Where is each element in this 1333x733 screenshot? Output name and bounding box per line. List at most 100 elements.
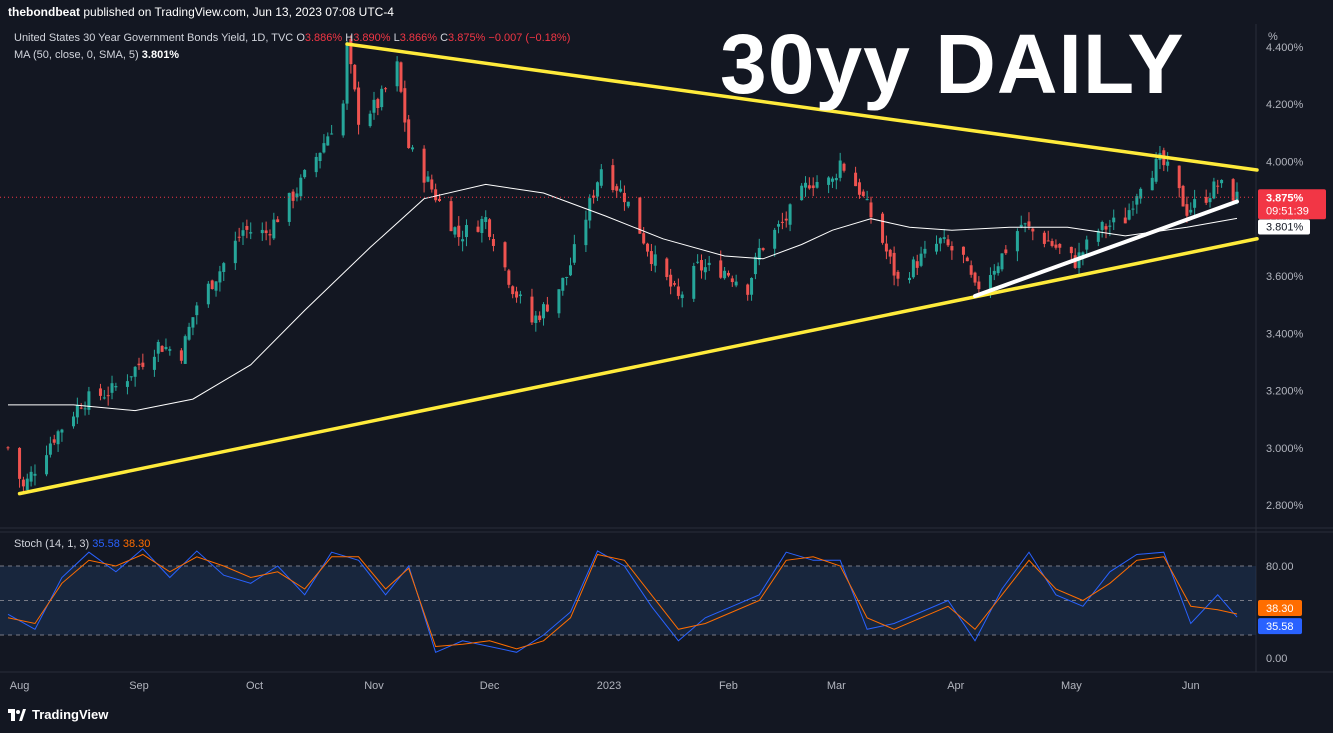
- candle-body: [800, 185, 804, 201]
- unit-label: %: [1268, 31, 1278, 43]
- candle-body: [719, 260, 723, 278]
- ma-price-value: 3.801%: [1266, 221, 1304, 233]
- candle-body: [133, 366, 137, 377]
- footer-brand[interactable]: TradingView: [32, 707, 109, 722]
- y-tick-label: 2.800%: [1266, 500, 1304, 512]
- candle-body: [503, 242, 507, 268]
- candle-body: [807, 185, 811, 189]
- y-tick-label: 3.400%: [1266, 328, 1304, 340]
- candle-body: [52, 439, 56, 443]
- candle-body: [303, 169, 307, 178]
- candle-body: [757, 247, 761, 260]
- footer: TradingView: [8, 707, 108, 722]
- candle-body: [349, 39, 353, 65]
- stoch-d-tag: [1258, 599, 1302, 616]
- candle-body: [1154, 158, 1158, 182]
- candle-body: [592, 195, 596, 198]
- candle-body: [534, 315, 538, 324]
- candle-body: [241, 230, 245, 236]
- candle-body: [919, 253, 923, 266]
- x-tick-label: Nov: [364, 680, 384, 692]
- ma-legend[interactable]: MA (50, close, 0, SMA, 5) 3.801%: [14, 49, 179, 61]
- candle-body: [453, 227, 457, 235]
- candle-body: [395, 61, 399, 87]
- stoch-d-line: [7, 553, 1238, 650]
- candle-body: [222, 263, 226, 272]
- candle-body: [233, 240, 237, 264]
- candle-body: [676, 286, 680, 296]
- candle-body: [60, 429, 64, 433]
- candle-body: [692, 265, 696, 299]
- candle-body: [314, 156, 318, 173]
- candle-body: [326, 136, 330, 146]
- candle-body: [1177, 165, 1181, 189]
- candle-body: [1123, 217, 1127, 224]
- candle-body: [491, 238, 495, 246]
- candle-body: [1027, 221, 1031, 227]
- candle-body: [218, 271, 222, 283]
- published-info: published on TradingView.com, Jun 13, 20…: [83, 5, 394, 19]
- candle-body: [915, 261, 919, 268]
- symbol-title[interactable]: United States 30 Year Government Bonds Y…: [14, 32, 294, 44]
- candle-body: [1150, 177, 1154, 191]
- candle-body: [21, 479, 25, 487]
- trendline-support: [973, 199, 1239, 299]
- candle-body: [299, 177, 303, 197]
- candle-body: [137, 363, 141, 366]
- stoch-k-tag-value: 35.58: [1266, 621, 1294, 633]
- ma50-line: [8, 183, 1238, 412]
- candle-body: [168, 349, 172, 351]
- candle-body: [1189, 209, 1193, 213]
- candle-body: [942, 237, 946, 239]
- candle-body: [464, 225, 468, 238]
- stoch-k-tag: [1258, 618, 1302, 635]
- candle-body: [272, 219, 276, 239]
- candle-body: [245, 226, 249, 230]
- candle-body: [507, 270, 511, 285]
- candle-body: [422, 148, 426, 183]
- candle-body: [642, 233, 646, 244]
- candle-body: [595, 182, 599, 197]
- candle-body: [626, 201, 630, 207]
- candle-body: [699, 260, 703, 271]
- candle-body: [599, 169, 603, 186]
- candle-body: [1166, 161, 1170, 166]
- x-tick-label: May: [1061, 680, 1082, 692]
- x-tick-label: Apr: [947, 680, 964, 692]
- stoch-k-value: 35.58: [92, 538, 120, 550]
- candle-body: [773, 229, 777, 249]
- candle-body: [249, 232, 253, 234]
- candle-body: [29, 471, 33, 482]
- candle-body: [384, 88, 388, 90]
- candle-body: [946, 239, 950, 246]
- candle-body: [25, 478, 29, 491]
- publisher-name[interactable]: thebondbeat: [8, 5, 80, 19]
- candle-body: [457, 225, 461, 238]
- x-tick-label: Dec: [480, 680, 500, 692]
- candle-body: [584, 219, 588, 246]
- candle-body: [726, 272, 730, 276]
- candle-body: [1023, 223, 1027, 225]
- candle-body: [407, 119, 411, 148]
- candle-body: [56, 431, 60, 445]
- candle-body: [1127, 210, 1131, 220]
- candle-body: [542, 304, 546, 319]
- stoch-d-value: 38.30: [122, 538, 151, 550]
- stoch-d-tag-value: 38.30: [1266, 603, 1294, 615]
- candle-body: [1050, 241, 1054, 246]
- candle-body: [545, 304, 549, 312]
- candle-body: [515, 291, 519, 298]
- candle-body: [565, 276, 569, 278]
- candle-body: [1042, 232, 1046, 244]
- ohlc-high-label: H: [345, 32, 354, 44]
- stoch-legend[interactable]: Stoch (14, 1, 3) 35.58 38.30: [14, 538, 150, 550]
- candle-body: [268, 234, 272, 236]
- candle-body: [707, 262, 711, 266]
- candle-body: [48, 443, 52, 455]
- candle-body: [353, 64, 357, 90]
- candle-body: [680, 294, 684, 299]
- tradingview-logo-icon: [8, 708, 26, 721]
- candle-body: [1208, 198, 1212, 203]
- candle-body: [102, 397, 106, 399]
